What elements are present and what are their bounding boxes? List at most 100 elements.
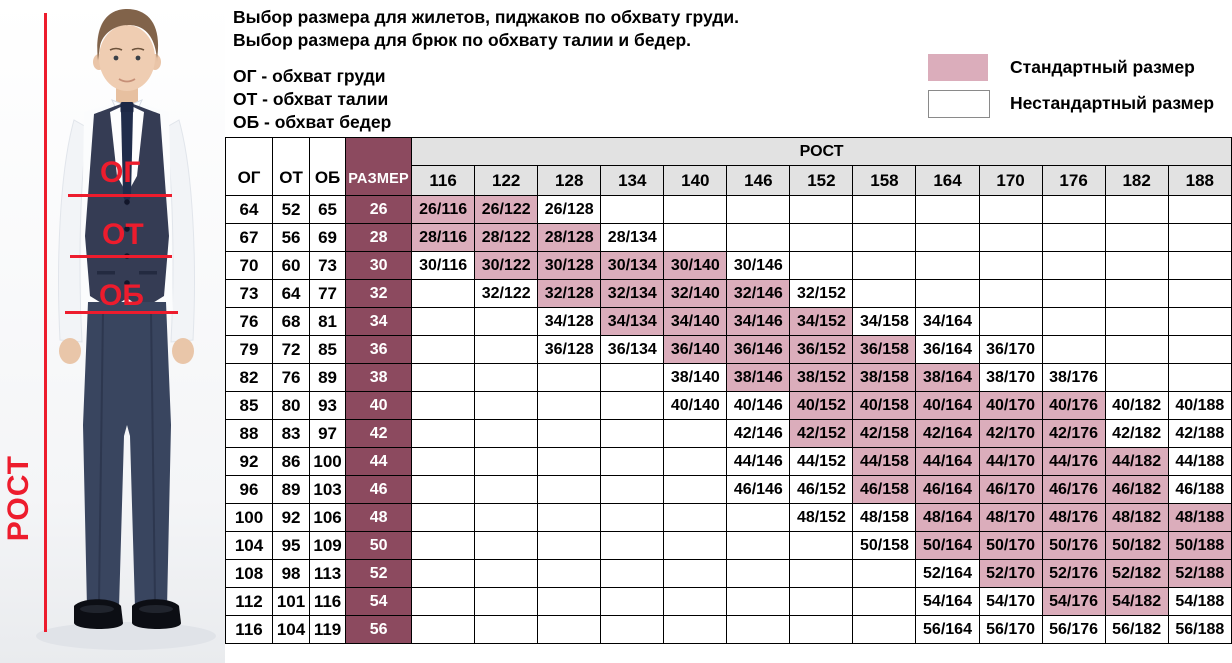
size-height-cell: 44/182 bbox=[1104, 447, 1169, 476]
size-height-cell: 40/182 bbox=[1104, 391, 1169, 420]
size-row: 67 56 69 28 28/116 28/122 28/128 28/134 bbox=[224, 223, 1232, 252]
empty-cell bbox=[1104, 335, 1169, 364]
size-value: 48 bbox=[345, 503, 413, 532]
empty-cell bbox=[537, 615, 602, 644]
size-height-cell: 42/188 bbox=[1167, 419, 1232, 448]
size-height-cell: 30/134 bbox=[600, 251, 665, 280]
empty-cell bbox=[1167, 195, 1232, 224]
chest-value: 67 bbox=[224, 223, 274, 252]
empty-cell bbox=[1104, 195, 1169, 224]
size-height-cell: 48/152 bbox=[789, 503, 854, 532]
size-value: 46 bbox=[345, 475, 413, 504]
size-value: 32 bbox=[345, 279, 413, 308]
boy-photo: ОГ ОТ ОБ РОСТ bbox=[0, 0, 225, 663]
size-height-cell: 36/128 bbox=[537, 335, 602, 364]
hips-measure-line bbox=[65, 311, 178, 314]
col-header-size: РАЗМЕР bbox=[345, 137, 413, 196]
empty-cell bbox=[474, 475, 539, 504]
empty-cell bbox=[1041, 195, 1106, 224]
size-height-cell: 40/146 bbox=[726, 391, 791, 420]
size-height-cell: 56/170 bbox=[978, 615, 1043, 644]
size-height-cell: 54/164 bbox=[915, 587, 980, 616]
chest-value: 104 bbox=[224, 531, 274, 560]
hips-value: 69 bbox=[309, 223, 347, 252]
size-height-cell: 42/182 bbox=[1104, 419, 1169, 448]
empty-cell bbox=[600, 531, 665, 560]
height-col-header: 128 bbox=[537, 165, 602, 196]
size-row: 85 80 93 40 40/140 40/146 40/152 40/158 40/164 40… bbox=[224, 391, 1232, 420]
size-height-cell: 32/122 bbox=[474, 279, 539, 308]
boy-illustration bbox=[0, 0, 225, 663]
empty-cell bbox=[1041, 251, 1106, 280]
size-height-cell: 46/146 bbox=[726, 475, 791, 504]
size-height-cell: 34/146 bbox=[726, 307, 791, 336]
empty-cell bbox=[1104, 279, 1169, 308]
waist-measure-label: ОТ bbox=[102, 218, 144, 251]
hips-value: 119 bbox=[309, 615, 347, 644]
size-height-cell: 46/170 bbox=[978, 475, 1043, 504]
size-height-cell: 32/146 bbox=[726, 279, 791, 308]
size-value: 36 bbox=[345, 335, 413, 364]
size-height-cell: 40/170 bbox=[978, 391, 1043, 420]
chest-value: 116 bbox=[224, 615, 274, 644]
empty-cell bbox=[600, 503, 665, 532]
empty-cell bbox=[411, 419, 476, 448]
hips-value: 97 bbox=[309, 419, 347, 448]
empty-cell bbox=[663, 587, 728, 616]
hips-value: 116 bbox=[309, 587, 347, 616]
waist-value: 95 bbox=[272, 531, 311, 560]
size-row: 76 68 81 34 34/128 34/134 34/140 34/146 34/152 34… bbox=[224, 307, 1232, 336]
empty-cell bbox=[663, 447, 728, 476]
size-row: 92 86 100 44 44/146 44/152 44/158 44/164 44/170 4… bbox=[224, 447, 1232, 476]
size-height-cell: 52/170 bbox=[978, 559, 1043, 588]
empty-cell bbox=[852, 195, 917, 224]
size-height-cell: 52/164 bbox=[915, 559, 980, 588]
size-value: 34 bbox=[345, 307, 413, 336]
waist-value: 92 bbox=[272, 503, 311, 532]
empty-cell bbox=[600, 363, 665, 392]
size-height-cell: 56/164 bbox=[915, 615, 980, 644]
empty-cell bbox=[474, 419, 539, 448]
empty-cell bbox=[1167, 279, 1232, 308]
size-height-cell: 50/158 bbox=[852, 531, 917, 560]
size-row: 116 104 119 56 56/164 56/170 56/176 56/182 56/18… bbox=[224, 615, 1232, 644]
size-row: 104 95 109 50 50/158 50/164 50/170 50/176 50/182… bbox=[224, 531, 1232, 560]
chest-value: 79 bbox=[224, 335, 274, 364]
empty-cell bbox=[852, 251, 917, 280]
size-height-cell: 30/128 bbox=[537, 251, 602, 280]
size-height-cell: 48/164 bbox=[915, 503, 980, 532]
size-height-cell: 52/188 bbox=[1167, 559, 1232, 588]
empty-cell bbox=[600, 195, 665, 224]
size-value: 42 bbox=[345, 419, 413, 448]
empty-cell bbox=[726, 531, 791, 560]
hips-value: 73 bbox=[309, 251, 347, 280]
chest-value: 64 bbox=[224, 195, 274, 224]
waist-value: 83 bbox=[272, 419, 311, 448]
col-header-height-group: РОСТ bbox=[411, 137, 1232, 166]
size-height-cell: 38/170 bbox=[978, 363, 1043, 392]
size-row: 108 98 113 52 52/164 52/170 52/176 52/182 52/188 bbox=[224, 559, 1232, 588]
size-value: 44 bbox=[345, 447, 413, 476]
hips-value: 81 bbox=[309, 307, 347, 336]
hips-value: 93 bbox=[309, 391, 347, 420]
empty-cell bbox=[1104, 363, 1169, 392]
size-table: ОГ ОТ ОБ РАЗМЕР РОСТ 116 122 128 134 140 146 1… bbox=[224, 137, 1232, 644]
empty-cell bbox=[411, 447, 476, 476]
empty-cell bbox=[600, 391, 665, 420]
empty-cell bbox=[789, 251, 854, 280]
waist-value: 52 bbox=[272, 195, 311, 224]
size-height-cell: 54/188 bbox=[1167, 587, 1232, 616]
size-height-cell: 30/140 bbox=[663, 251, 728, 280]
waist-value: 76 bbox=[272, 363, 311, 392]
size-row: 70 60 73 30 30/116 30/122 30/128 30/134 30/140 30… bbox=[224, 251, 1232, 280]
empty-cell bbox=[411, 531, 476, 560]
size-height-cell: 32/134 bbox=[600, 279, 665, 308]
empty-cell bbox=[789, 223, 854, 252]
size-height-cell: 42/158 bbox=[852, 419, 917, 448]
empty-cell bbox=[1041, 223, 1106, 252]
height-col-header: 188 bbox=[1167, 165, 1232, 196]
empty-cell bbox=[600, 419, 665, 448]
empty-cell bbox=[411, 335, 476, 364]
empty-cell bbox=[663, 503, 728, 532]
size-height-cell: 38/146 bbox=[726, 363, 791, 392]
